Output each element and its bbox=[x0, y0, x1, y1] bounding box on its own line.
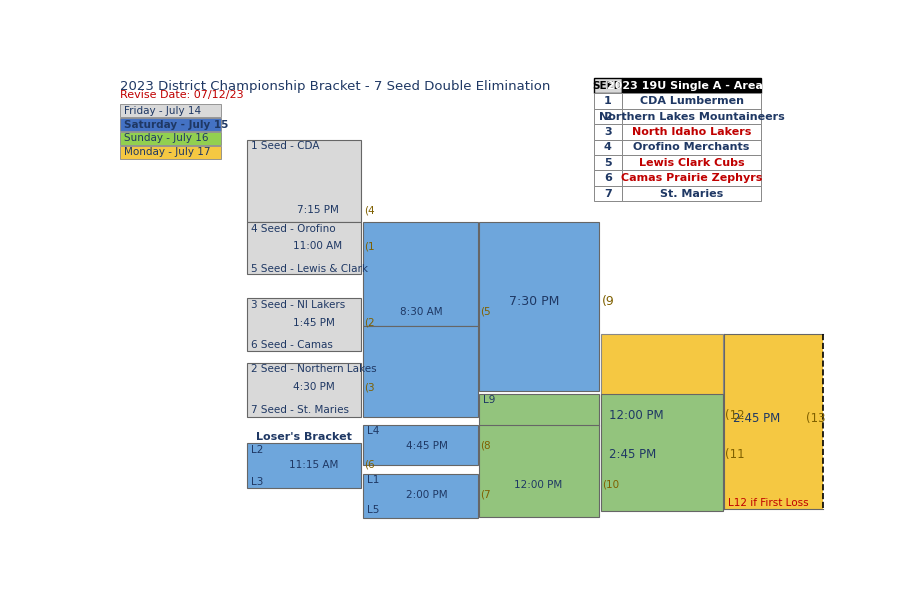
Bar bbox=[594, 93, 621, 109]
Text: (4: (4 bbox=[363, 205, 374, 215]
Text: L1: L1 bbox=[367, 476, 379, 485]
Text: 2 Seed - Northern Lakes: 2 Seed - Northern Lakes bbox=[250, 364, 376, 374]
Text: L9: L9 bbox=[482, 395, 495, 406]
Text: (7: (7 bbox=[480, 490, 490, 500]
Bar bbox=[246, 222, 361, 274]
Text: 2:45 PM: 2:45 PM bbox=[608, 447, 655, 461]
Text: Orofino Merchants: Orofino Merchants bbox=[632, 143, 749, 152]
Text: L4: L4 bbox=[367, 426, 379, 436]
Bar bbox=[621, 124, 761, 140]
Text: 3 Seed - NI Lakers: 3 Seed - NI Lakers bbox=[250, 300, 345, 310]
Bar bbox=[621, 109, 761, 124]
Bar bbox=[594, 124, 621, 140]
Bar bbox=[594, 109, 621, 124]
Bar bbox=[594, 186, 621, 201]
Text: Saturday - July 15: Saturday - July 15 bbox=[123, 120, 228, 129]
Text: CDA Lumbermen: CDA Lumbermen bbox=[639, 96, 743, 106]
Text: 1 Seed - CDA: 1 Seed - CDA bbox=[250, 141, 319, 151]
Bar bbox=[120, 132, 221, 145]
Text: 6 Seed - Camas: 6 Seed - Camas bbox=[250, 340, 332, 350]
Text: 12:00 PM: 12:00 PM bbox=[514, 480, 562, 490]
Text: 1: 1 bbox=[604, 96, 611, 106]
Text: 5: 5 bbox=[604, 158, 611, 168]
Bar bbox=[594, 78, 621, 93]
Bar bbox=[723, 334, 822, 509]
Text: 8:30 AM: 8:30 AM bbox=[400, 307, 442, 317]
Text: 2:45 PM: 2:45 PM bbox=[732, 412, 780, 425]
Text: 11:00 AM: 11:00 AM bbox=[293, 241, 342, 251]
Bar bbox=[594, 171, 621, 186]
Bar bbox=[600, 334, 721, 509]
Text: L2: L2 bbox=[250, 444, 263, 455]
Bar bbox=[246, 140, 361, 222]
Text: Sunday - July 16: Sunday - July 16 bbox=[123, 134, 208, 144]
Bar bbox=[120, 118, 221, 131]
Bar bbox=[621, 186, 761, 201]
Bar bbox=[363, 326, 477, 417]
Bar bbox=[246, 298, 361, 350]
Text: Revise Date: 07/12/23: Revise Date: 07/12/23 bbox=[120, 90, 244, 99]
Text: (9: (9 bbox=[601, 295, 614, 308]
Text: (6: (6 bbox=[363, 460, 374, 470]
Text: (2: (2 bbox=[363, 317, 374, 328]
Text: (1: (1 bbox=[363, 241, 374, 251]
Text: Camas Prairie Zephyrs: Camas Prairie Zephyrs bbox=[620, 173, 762, 183]
Text: (11: (11 bbox=[724, 447, 743, 461]
Bar bbox=[621, 171, 761, 186]
Text: 3: 3 bbox=[604, 127, 611, 137]
Text: 4:30 PM: 4:30 PM bbox=[293, 382, 335, 392]
Text: 7 Seed - St. Maries: 7 Seed - St. Maries bbox=[250, 404, 348, 415]
Text: (12: (12 bbox=[724, 409, 743, 422]
Text: L5: L5 bbox=[367, 504, 379, 515]
Text: St. Maries: St. Maries bbox=[659, 189, 722, 198]
Bar bbox=[600, 394, 721, 511]
Bar bbox=[479, 425, 598, 517]
Bar bbox=[479, 394, 598, 426]
Text: 1:45 PM: 1:45 PM bbox=[293, 317, 335, 328]
Bar bbox=[621, 78, 761, 93]
Text: SEED: SEED bbox=[592, 81, 622, 90]
Text: Lewis Clark Cubs: Lewis Clark Cubs bbox=[638, 158, 743, 168]
Text: 12:00 PM: 12:00 PM bbox=[608, 409, 663, 422]
Text: 6: 6 bbox=[603, 173, 611, 183]
Text: Loser's Bracket: Loser's Bracket bbox=[255, 432, 352, 442]
Text: (3: (3 bbox=[363, 382, 374, 392]
Text: 2023 19U Single A - Area A: 2023 19U Single A - Area A bbox=[607, 81, 775, 90]
Text: (8: (8 bbox=[480, 441, 490, 450]
Bar bbox=[363, 474, 477, 518]
Text: 4 Seed - Orofino: 4 Seed - Orofino bbox=[250, 223, 335, 234]
Text: 4:45 PM: 4:45 PM bbox=[405, 441, 447, 450]
Text: (5: (5 bbox=[480, 307, 490, 317]
Text: Friday - July 14: Friday - July 14 bbox=[123, 106, 200, 116]
Bar bbox=[120, 104, 221, 117]
Bar bbox=[594, 155, 621, 171]
Text: 7:30 PM: 7:30 PM bbox=[508, 295, 559, 308]
Text: 7:15 PM: 7:15 PM bbox=[297, 205, 338, 215]
Bar bbox=[246, 363, 361, 417]
Bar bbox=[621, 140, 761, 155]
Text: Northern Lakes Mountaineers: Northern Lakes Mountaineers bbox=[598, 111, 784, 122]
Text: 11:15 AM: 11:15 AM bbox=[289, 460, 338, 470]
Bar bbox=[120, 146, 221, 159]
Text: (10: (10 bbox=[601, 480, 618, 490]
Text: L12 if First Loss: L12 if First Loss bbox=[727, 498, 808, 509]
Text: 2: 2 bbox=[604, 111, 611, 122]
Bar bbox=[363, 425, 477, 465]
Text: 4: 4 bbox=[603, 143, 611, 152]
Bar bbox=[479, 222, 598, 391]
Text: 7: 7 bbox=[604, 189, 611, 198]
Text: (13: (13 bbox=[805, 412, 824, 425]
Bar bbox=[594, 140, 621, 155]
Text: 5 Seed - Lewis & Clark: 5 Seed - Lewis & Clark bbox=[250, 264, 368, 274]
Text: L3: L3 bbox=[250, 477, 263, 487]
Bar bbox=[621, 155, 761, 171]
Bar bbox=[621, 93, 761, 109]
Bar bbox=[363, 222, 477, 326]
Text: 2:00 PM: 2:00 PM bbox=[405, 490, 447, 500]
Text: 2023 District Championship Bracket - 7 Seed Double Elimination: 2023 District Championship Bracket - 7 S… bbox=[120, 80, 550, 93]
Bar bbox=[246, 443, 361, 488]
Text: Monday - July 17: Monday - July 17 bbox=[123, 147, 210, 158]
Text: North Idaho Lakers: North Idaho Lakers bbox=[631, 127, 751, 137]
